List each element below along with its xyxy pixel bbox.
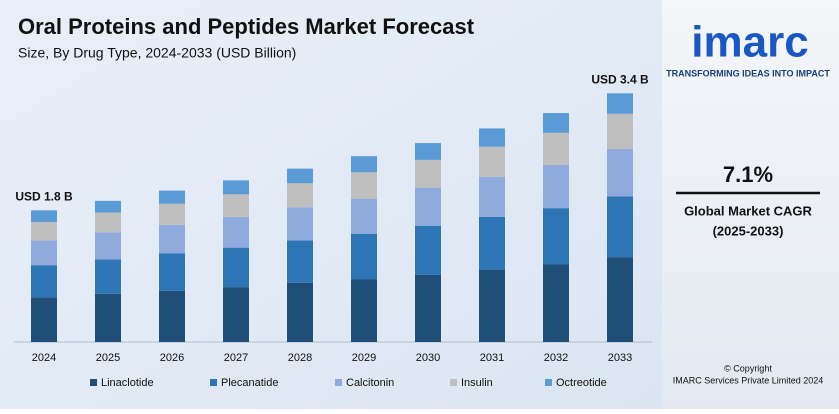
legend-label: Insulin (461, 377, 493, 389)
x-tick-label: 2027 (224, 352, 248, 364)
bar-segment (95, 293, 121, 342)
bar-segment (415, 274, 441, 342)
bar-segment (351, 156, 377, 173)
cagr-period: (2025-2033) (713, 223, 784, 238)
bar-segment (223, 287, 249, 342)
chart-title: Oral Proteins and Peptides Market Foreca… (18, 14, 475, 39)
bar-segment (223, 180, 249, 195)
bar-segment (223, 247, 249, 288)
bar-segment (287, 282, 313, 342)
bar-segment (479, 128, 505, 147)
bar-segment (543, 132, 569, 165)
legend-swatch (450, 379, 457, 386)
bar-segment (95, 200, 121, 213)
annotation: USD 3.4 B (591, 72, 649, 86)
bar-segment (607, 196, 633, 258)
chart-subtitle: Size, By Drug Type, 2024-2033 (USD Billi… (18, 45, 296, 61)
x-tick-label: 2033 (608, 352, 632, 364)
x-tick-label: 2032 (544, 352, 568, 364)
bar-segment (351, 198, 377, 234)
x-tick-label: 2025 (96, 352, 120, 364)
bar-segment (159, 224, 185, 254)
sidebar-background (662, 0, 839, 409)
bar-segment (415, 187, 441, 226)
bar-segment (95, 232, 121, 260)
legend-label: Octreotide (556, 377, 607, 389)
cagr-value: 7.1% (723, 162, 773, 187)
bar-segment (31, 222, 57, 241)
bar-segment (415, 225, 441, 275)
bar-segment (479, 216, 505, 270)
bar-segment (287, 240, 313, 283)
legend-swatch (210, 379, 217, 386)
annotation: USD 1.8 B (15, 190, 73, 204)
legend-label: Plecanatide (221, 377, 279, 389)
bar-segment (351, 233, 377, 280)
x-tick-label: 2028 (288, 352, 312, 364)
bar-segment (351, 279, 377, 342)
legend-label: Calcitonin (346, 377, 394, 389)
bar-segment (479, 269, 505, 342)
bar-segment (543, 113, 569, 133)
legend-swatch (90, 379, 97, 386)
plot: 2024 2025 2026 2027 2028 2029 2030 2031 2032 2033… (15, 72, 649, 363)
bar-segment (607, 93, 633, 114)
x-tick-label: 2026 (160, 352, 184, 364)
bar-segment (479, 146, 505, 177)
bar-segment (415, 159, 441, 188)
bar-segment (95, 212, 121, 233)
bar-segment (607, 113, 633, 149)
bar-segment (31, 297, 57, 342)
bar-segment (31, 265, 57, 298)
bar-segment (95, 259, 121, 294)
bar-segment (287, 183, 313, 208)
legend: Linaclotide Plecanatide Calcitonin Insulin O… (90, 377, 607, 389)
legend-swatch (545, 379, 552, 386)
bar-segment (159, 190, 185, 204)
bar-segment (287, 168, 313, 184)
x-tick-label: 2031 (480, 352, 504, 364)
copyright: © Copyright (724, 363, 772, 373)
legend-swatch (335, 379, 342, 386)
legend-label: Linaclotide (101, 377, 154, 389)
cagr-label: Global Market CAGR (684, 203, 812, 218)
bar-segment (31, 210, 57, 223)
x-tick-label: 2029 (352, 352, 376, 364)
bar-segment (543, 264, 569, 342)
bar-segment (479, 176, 505, 217)
bar-segment (607, 148, 633, 197)
bar-segment (543, 164, 569, 209)
x-tick-label: 2024 (32, 352, 56, 364)
tagline: TRANSFORMING IDEAS INTO IMPACT (666, 68, 830, 78)
bar-segment (607, 257, 633, 342)
bar-segment (351, 172, 377, 199)
bar-segment (415, 143, 441, 160)
x-tick-label: 2030 (416, 352, 440, 364)
bar-segment (287, 207, 313, 241)
bar-segment (159, 203, 185, 225)
bar-segment (31, 240, 57, 266)
company: IMARC Services Private Limited 2024 (673, 375, 824, 385)
bar-segment (223, 216, 249, 248)
bar-segment (223, 194, 249, 217)
bar-segment (543, 208, 569, 265)
bar-segment (159, 253, 185, 291)
logo: imarc (691, 18, 808, 67)
bar-segment (159, 290, 185, 342)
